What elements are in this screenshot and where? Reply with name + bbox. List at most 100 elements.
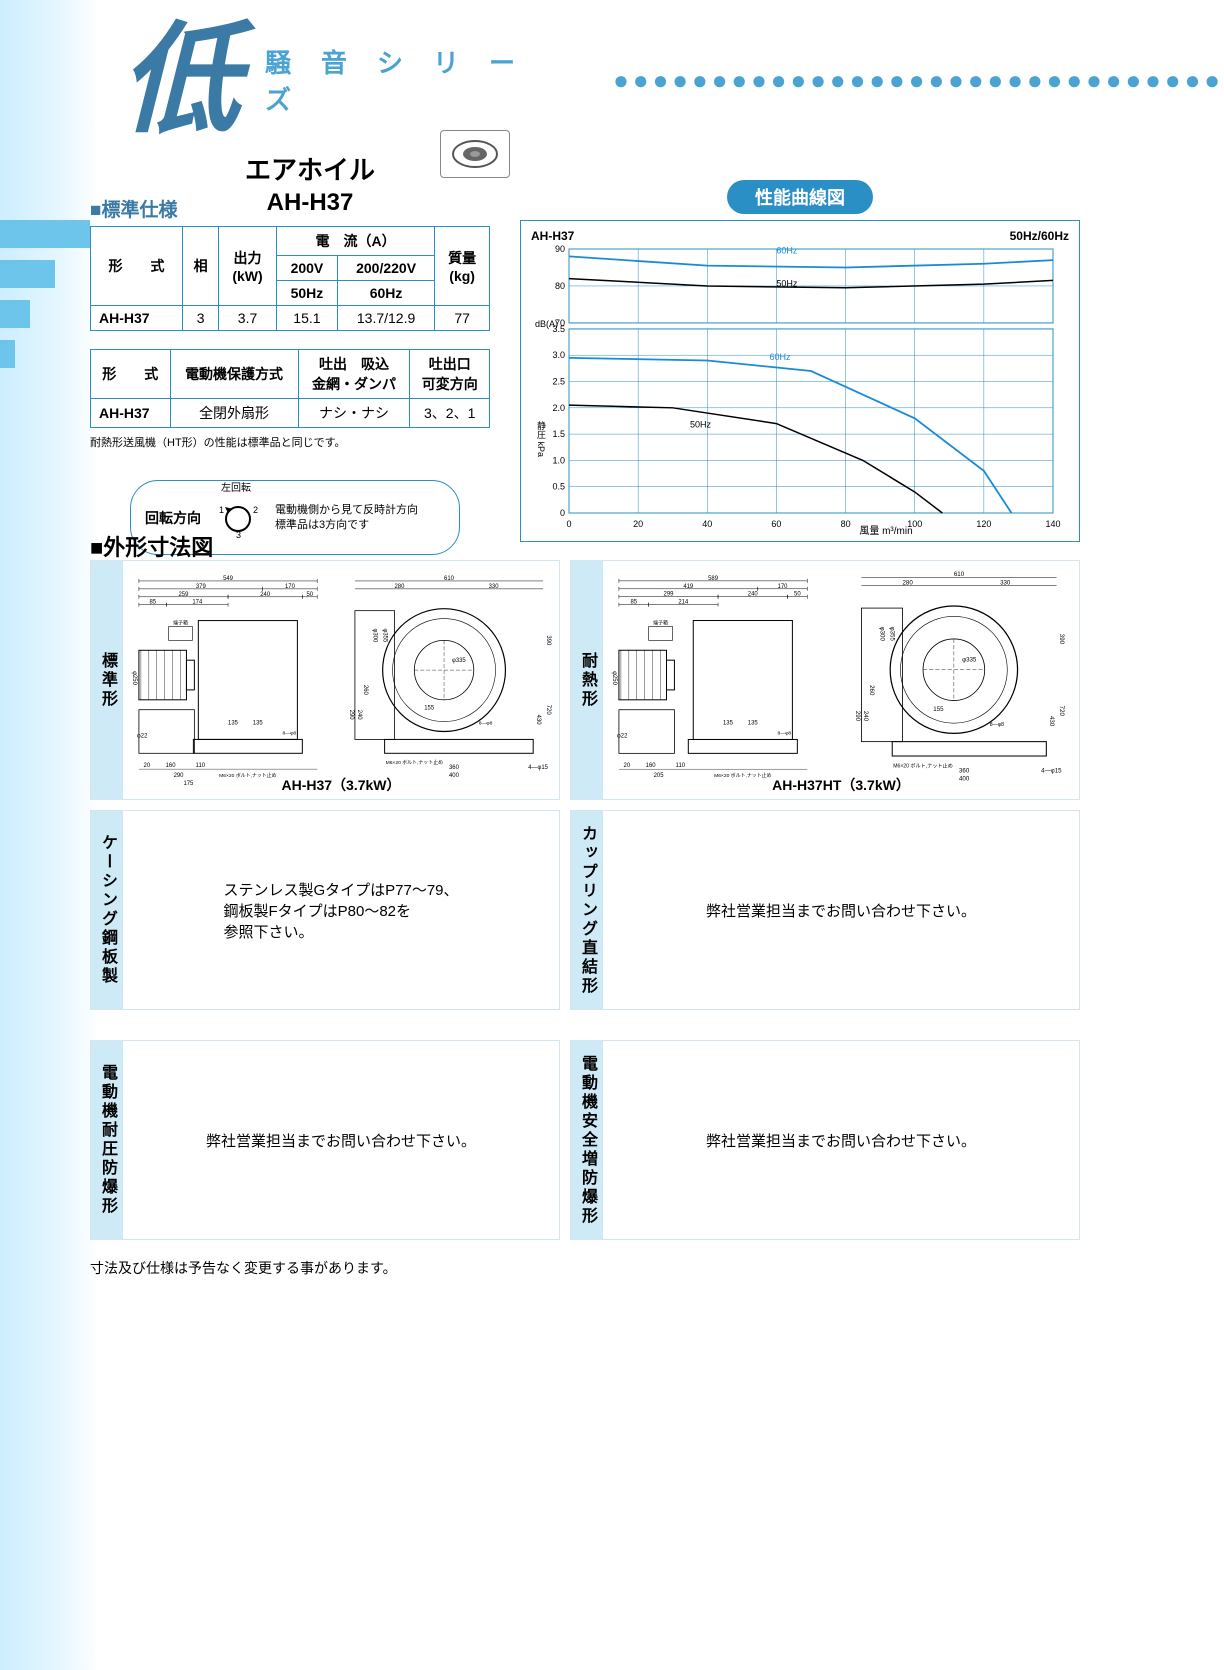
- svg-text:2: 2: [253, 505, 258, 515]
- svg-text:90: 90: [555, 245, 565, 254]
- svg-text:260: 260: [362, 685, 368, 696]
- drawing-standard-side: 5493791702592405085174端子箱φ250φ2213513520…: [129, 567, 337, 793]
- casing-text: ステンレス製GタイプはP77～79、 鋼板製FタイプはP80～82を 参照下さい…: [223, 879, 458, 942]
- svg-text:170: 170: [285, 584, 296, 590]
- header-dots: ●●●●●●●●●●●●●●●●●●●●●●●●●●●●●●●: [613, 65, 1224, 96]
- svg-text:360: 360: [959, 767, 970, 774]
- product-icon: [440, 130, 510, 178]
- svg-text:0.5: 0.5: [552, 482, 565, 492]
- svg-text:110: 110: [196, 763, 206, 769]
- svg-text:85: 85: [149, 600, 156, 606]
- svg-text:260: 260: [868, 685, 875, 696]
- cell2-damper: ナシ・ナシ: [298, 399, 410, 428]
- svg-text:φ250: φ250: [611, 671, 617, 685]
- panel-motor-safe: 電動機安全増防爆形 弊社営業担当までお問い合わせ下さい。: [570, 1040, 1080, 1240]
- svg-text:40: 40: [702, 519, 712, 529]
- svg-text:259: 259: [179, 592, 190, 598]
- panel-motor-pressure: 電動機耐圧防爆形 弊社営業担当までお問い合わせ下さい。: [90, 1040, 560, 1240]
- svg-text:60: 60: [771, 519, 781, 529]
- dimension-heading: ■外形寸法図: [90, 530, 213, 562]
- panel-coupling: カップリング直結形 弊社営業担当までお問い合わせ下さい。: [570, 810, 1080, 1010]
- svg-text:8―φ8: 8―φ8: [479, 721, 493, 727]
- svg-text:端子箱: 端子箱: [653, 619, 668, 626]
- svg-text:φ22: φ22: [617, 733, 627, 739]
- panel-heat-label: 耐熱形: [575, 652, 599, 709]
- svg-text:390: 390: [1058, 634, 1065, 645]
- svg-text:0: 0: [560, 508, 565, 518]
- cell-output: 3.7: [219, 306, 277, 331]
- spec-table-1: 形 式 相 出力 (kW) 電 流（A） 質量 (kg) 200V 200/22…: [90, 226, 490, 331]
- svg-text:8―φ8: 8―φ8: [778, 731, 792, 737]
- svg-text:φ300: φ300: [372, 629, 378, 643]
- svg-text:135: 135: [228, 721, 239, 727]
- col2-protect: 電動機保護方式: [170, 350, 298, 399]
- rotation-icon: 1 2 3: [215, 493, 261, 539]
- svg-text:430: 430: [1048, 716, 1055, 727]
- performance-chart: 02040608010012014070809000.51.01.52.02.5…: [531, 245, 1061, 535]
- panel-standard-label: 標準形: [95, 652, 119, 709]
- col-weight: 質量 (kg): [435, 227, 490, 306]
- spec-section: ■標準仕様 形 式 相 出力 (kW) 電 流（A） 質量 (kg) 200V …: [90, 195, 490, 555]
- rotation-top-label: 左回転: [221, 479, 251, 494]
- col2-damper: 吐出 吸込 金網・ダンパ: [298, 350, 410, 399]
- svg-text:φ22: φ22: [137, 733, 147, 739]
- svg-text:419: 419: [683, 584, 694, 590]
- cell2-protect: 全閉外扇形: [170, 399, 298, 428]
- big-char: 低: [120, 20, 240, 140]
- rotation-desc: 電動機側から見て反時計方向 標準品は3方向です: [275, 503, 418, 532]
- svg-text:390: 390: [545, 635, 551, 646]
- svg-text:720: 720: [1058, 706, 1065, 717]
- svg-text:1.0: 1.0: [552, 455, 565, 465]
- col-current: 電 流（A）: [276, 227, 434, 256]
- svg-text:1.5: 1.5: [552, 429, 565, 439]
- svg-text:290: 290: [854, 711, 861, 722]
- col-60hz: 60Hz: [337, 281, 434, 306]
- svg-text:379: 379: [196, 584, 207, 590]
- curve-model: AH-H37: [531, 229, 574, 243]
- svg-text:360: 360: [449, 765, 460, 771]
- svg-text:330: 330: [489, 584, 500, 590]
- svg-text:280: 280: [395, 584, 406, 590]
- svg-text:290: 290: [348, 710, 354, 721]
- svg-text:610: 610: [954, 571, 965, 578]
- svg-text:50: 50: [306, 592, 313, 598]
- svg-text:20: 20: [633, 519, 643, 529]
- svg-text:50: 50: [794, 592, 801, 598]
- svg-text:φ335: φ335: [962, 657, 977, 664]
- panel-casing-label: ケーシング鋼板製: [95, 834, 119, 986]
- svg-text:φ250: φ250: [131, 671, 137, 685]
- cell2-dir: 3、2、1: [410, 399, 490, 428]
- svg-text:299: 299: [664, 592, 675, 598]
- rotation-label: 回転方向: [145, 508, 201, 528]
- col-output: 出力 (kW): [219, 227, 277, 306]
- cell-weight: 77: [435, 306, 490, 331]
- svg-text:3.0: 3.0: [552, 350, 565, 360]
- svg-text:60Hz: 60Hz: [776, 245, 798, 255]
- panel-casing: ケーシング鋼板製 ステンレス製GタイプはP77～79、 鋼板製FタイプはP80～…: [90, 810, 560, 1010]
- drawing-heat-front: 610280330φ335390720430φ300φ3552602902401…: [845, 567, 1073, 793]
- svg-text:280: 280: [902, 579, 913, 586]
- svg-text:静圧 kPa: 静圧 kPa: [536, 420, 546, 457]
- svg-text:110: 110: [676, 763, 686, 769]
- svg-text:170: 170: [778, 584, 789, 590]
- svg-text:155: 155: [933, 706, 944, 713]
- svg-text:430: 430: [535, 715, 541, 726]
- svg-text:1: 1: [219, 505, 224, 515]
- col-50hz: 50Hz: [276, 281, 337, 306]
- svg-text:8―φ8: 8―φ8: [990, 722, 1004, 728]
- panel-heat: 耐熱形 5894191702992405085214端子箱φ250φ221351…: [570, 560, 1080, 800]
- svg-text:2.0: 2.0: [552, 403, 565, 413]
- col-220v: 200/220V: [337, 256, 434, 281]
- svg-text:60Hz: 60Hz: [770, 352, 792, 362]
- svg-text:20: 20: [144, 763, 151, 769]
- col-200v: 200V: [276, 256, 337, 281]
- svg-text:dB(A): dB(A): [535, 319, 558, 329]
- svg-text:85: 85: [630, 600, 637, 606]
- svg-text:80: 80: [841, 519, 851, 529]
- col-model: 形 式: [91, 227, 183, 306]
- cell-phase: 3: [183, 306, 219, 331]
- svg-text:160: 160: [646, 763, 657, 769]
- svg-text:135: 135: [748, 721, 759, 727]
- svg-text:3: 3: [236, 530, 241, 539]
- curve-freq: 50Hz/60Hz: [1010, 229, 1069, 243]
